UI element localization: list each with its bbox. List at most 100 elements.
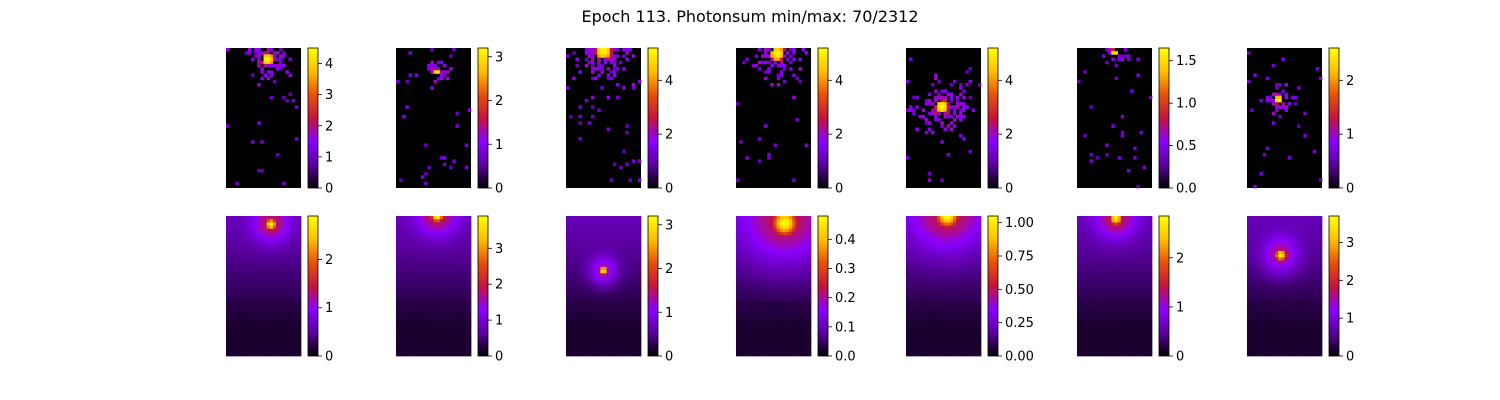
heatmap-cell <box>801 254 806 258</box>
heatmap-cell <box>745 292 749 296</box>
heatmap-cell <box>609 263 614 268</box>
heatmap-cell <box>424 324 428 328</box>
heatmap-cell <box>619 263 623 268</box>
heatmap-cell <box>439 346 444 350</box>
heatmap-cell <box>786 51 790 55</box>
heatmap-cell <box>572 228 576 233</box>
heatmap-cell <box>254 349 258 354</box>
heatmap-cell <box>408 327 412 331</box>
heatmap-cell <box>594 260 598 265</box>
heatmap-cell <box>411 308 416 312</box>
heatmap-cell <box>467 295 472 300</box>
heatmap-cell <box>254 251 258 255</box>
heatmap-cell <box>609 298 614 303</box>
heatmap-cell <box>748 257 752 261</box>
heatmap-cell <box>591 305 595 309</box>
heatmap-cell <box>269 292 274 296</box>
heatmap-cell <box>464 286 469 290</box>
heatmap-cell <box>606 54 611 58</box>
heatmap-cell <box>279 254 283 258</box>
heatmap-cell <box>748 228 752 233</box>
heatmap-cell <box>757 222 762 226</box>
heatmap-cell <box>584 238 589 242</box>
heatmap-cell <box>405 305 409 309</box>
heatmap-cell <box>455 282 459 287</box>
heatmap-cell <box>792 333 796 338</box>
heatmap-cell <box>751 241 756 245</box>
heatmap-cell <box>581 241 586 245</box>
heatmap-cell <box>782 238 787 242</box>
heatmap-cell <box>251 251 255 255</box>
heatmap-cell <box>452 292 456 296</box>
heatmap-cell <box>276 222 280 226</box>
heatmap-cell <box>297 343 302 347</box>
heatmap-cell <box>776 273 781 277</box>
heatmap-cell <box>238 336 242 341</box>
heatmap-cell <box>804 241 809 245</box>
heatmap-cell <box>433 352 437 357</box>
heatmap-cell <box>637 257 642 261</box>
heatmap-cell <box>279 336 283 341</box>
heatmap-cell <box>263 254 267 258</box>
heatmap-cell <box>591 266 595 271</box>
heatmap-cell <box>795 235 799 239</box>
heatmap-cell <box>754 260 759 265</box>
heatmap-cell <box>405 254 409 258</box>
heatmap-cell <box>433 301 437 306</box>
heatmap-cell <box>798 270 802 274</box>
heatmap-cell <box>776 314 781 319</box>
heatmap-cell <box>924 225 929 230</box>
heatmap-cell <box>591 340 595 344</box>
heatmap-cell <box>962 105 966 109</box>
heatmap-cell <box>603 263 607 268</box>
heatmap-cell <box>603 222 607 226</box>
heatmap-cell <box>628 317 632 322</box>
heatmap-cell <box>235 346 239 350</box>
heatmap-cell <box>244 273 249 277</box>
heatmap-cell <box>411 352 416 357</box>
heatmap-cell <box>612 321 617 325</box>
heatmap-cell <box>396 244 400 249</box>
heatmap-cell <box>1275 108 1279 112</box>
heatmap-cell <box>442 235 447 239</box>
heatmap-cell <box>931 111 935 116</box>
heatmap-cell <box>455 235 459 239</box>
heatmap-cell <box>238 343 242 347</box>
heatmap-cell <box>751 235 756 239</box>
heatmap-cell <box>584 279 589 284</box>
heatmap-cell <box>742 279 746 284</box>
heatmap-cell <box>597 260 601 265</box>
heatmap-cell <box>764 330 768 335</box>
heatmap-cell <box>467 244 472 249</box>
heatmap-cell <box>464 298 469 303</box>
heatmap-cell <box>622 251 626 255</box>
heatmap-cell <box>736 231 740 236</box>
heatmap-cell <box>782 289 787 293</box>
heatmap-cell <box>229 228 233 233</box>
heatmap-cell <box>433 247 437 252</box>
heatmap-cell <box>742 298 746 303</box>
heatmap-cell <box>285 340 289 344</box>
heatmap-cell <box>263 266 267 271</box>
heatmap-cell <box>578 352 582 357</box>
heatmap-cell <box>801 270 806 274</box>
heatmap-cell <box>603 270 607 274</box>
heatmap-cell <box>587 266 592 271</box>
heatmap-cell <box>934 118 938 122</box>
heatmap-cell <box>578 260 582 265</box>
heatmap-cell <box>616 340 620 344</box>
heatmap-cell <box>291 343 296 347</box>
heatmap-cell <box>436 298 441 303</box>
heatmap-cell <box>786 317 790 322</box>
heatmap-cell <box>257 168 261 173</box>
heatmap-cell <box>767 231 771 236</box>
heatmap-cell <box>622 254 626 258</box>
heatmap-cell <box>767 153 771 157</box>
heatmap-cell <box>1120 114 1125 119</box>
heatmap-cell <box>792 311 796 315</box>
heatmap-cell <box>757 48 762 52</box>
heatmap-cell <box>1127 168 1131 173</box>
heatmap-cell <box>455 222 459 226</box>
heatmap-cell <box>291 321 296 325</box>
heatmap-cell <box>600 241 604 245</box>
